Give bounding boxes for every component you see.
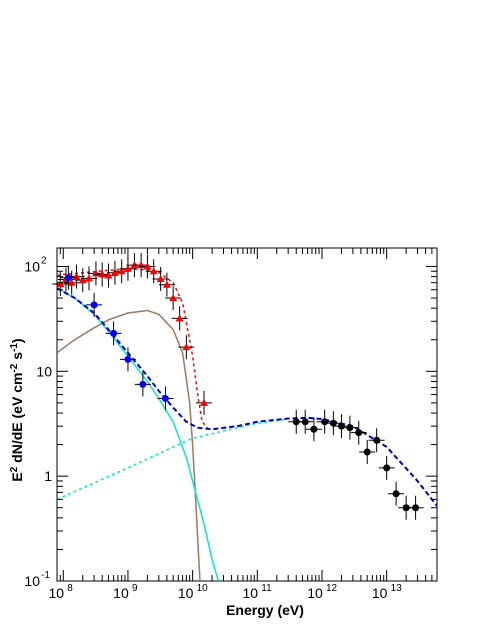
data-point-triangle bbox=[56, 280, 65, 288]
y-tick-label: 1 bbox=[44, 468, 52, 484]
data-point-circle-2 bbox=[412, 504, 420, 512]
model-curve-2 bbox=[57, 287, 220, 581]
data-point-triangle bbox=[175, 314, 184, 322]
data-point-triangle bbox=[85, 274, 94, 282]
data-point-circle-2 bbox=[301, 418, 309, 426]
x-tick-exponent: 10 bbox=[197, 583, 209, 594]
data-point-triangle bbox=[117, 267, 126, 275]
data-point-circle-2 bbox=[392, 490, 400, 498]
data-point-triangle bbox=[110, 268, 119, 276]
data-point-triangle bbox=[156, 274, 165, 282]
data-point-circle-2 bbox=[373, 436, 381, 444]
x-axis-label: Energy (eV) bbox=[226, 602, 304, 618]
data-point-triangle bbox=[123, 264, 132, 272]
data-point-circle-1 bbox=[139, 380, 147, 388]
model-curves bbox=[57, 268, 437, 581]
data-point-circle-2 bbox=[321, 418, 329, 426]
x-tick-exponent: 11 bbox=[261, 583, 272, 594]
y-label-part: dN/dE (eV cm bbox=[9, 373, 25, 467]
data-point-triangle bbox=[78, 276, 87, 284]
x-tick-exponent: 12 bbox=[326, 583, 338, 594]
data-point-circle-1 bbox=[161, 395, 169, 403]
x-tick-label: 10 bbox=[48, 585, 64, 601]
x-tick-label: 10 bbox=[113, 585, 129, 601]
x-tick-label: 10 bbox=[372, 585, 388, 601]
data-point-circle-2 bbox=[355, 429, 363, 437]
data-point-circle-2 bbox=[329, 419, 337, 427]
data-point-circle-2 bbox=[363, 448, 371, 456]
data-point-circle-2 bbox=[337, 422, 345, 430]
data-point-triangle bbox=[182, 343, 191, 351]
y-label-superscript: -1 bbox=[9, 343, 20, 352]
y-axis-label: E2 dN/dE (eV cm-2 s-1) bbox=[9, 338, 26, 481]
model-curve-4 bbox=[57, 287, 437, 507]
y-label-superscript: -2 bbox=[9, 363, 20, 372]
y-tick-label: 10 bbox=[24, 573, 40, 589]
data-point-circle-2 bbox=[402, 504, 410, 512]
x-tick-label: 10 bbox=[307, 585, 323, 601]
y-label-superscript: 2 bbox=[9, 466, 20, 472]
data-point-triangle bbox=[169, 294, 178, 302]
data-point-triangle bbox=[149, 267, 158, 275]
plot-frame bbox=[56, 247, 438, 582]
y-label-part: ) bbox=[9, 338, 25, 343]
data-point-triangle bbox=[104, 271, 113, 279]
data-point-circle-2 bbox=[310, 425, 318, 433]
data-point-circle-2 bbox=[346, 424, 354, 432]
y-label-part: E bbox=[9, 472, 25, 481]
x-tick-exponent: 9 bbox=[132, 583, 138, 594]
y-tick-label: 10 bbox=[24, 258, 40, 274]
x-tick-label: 10 bbox=[178, 585, 194, 601]
data-point-triangle bbox=[200, 398, 209, 406]
data-point-triangle bbox=[67, 278, 76, 286]
data-point-circle-1 bbox=[124, 355, 132, 363]
y-tick-exponent: 2 bbox=[41, 255, 47, 266]
x-tick-exponent: 8 bbox=[67, 583, 73, 594]
data-point-triangle bbox=[143, 262, 152, 270]
data-point-circle-1 bbox=[64, 274, 72, 282]
data-point-circle-1 bbox=[90, 301, 98, 309]
y-tick-exponent: -1 bbox=[41, 570, 50, 581]
model-curve-1 bbox=[57, 309, 201, 581]
data-point-circle-2 bbox=[383, 464, 391, 472]
data-point-circle-1 bbox=[110, 329, 118, 337]
data-point-circle-2 bbox=[292, 418, 300, 426]
data-series bbox=[52, 253, 424, 520]
y-label-part: s bbox=[9, 352, 25, 364]
x-tick-exponent: 13 bbox=[391, 583, 403, 594]
data-point-triangle bbox=[162, 280, 171, 288]
x-tick-label: 10 bbox=[243, 585, 259, 601]
model-curve-3 bbox=[57, 418, 289, 501]
y-tick-label: 10 bbox=[36, 363, 52, 379]
